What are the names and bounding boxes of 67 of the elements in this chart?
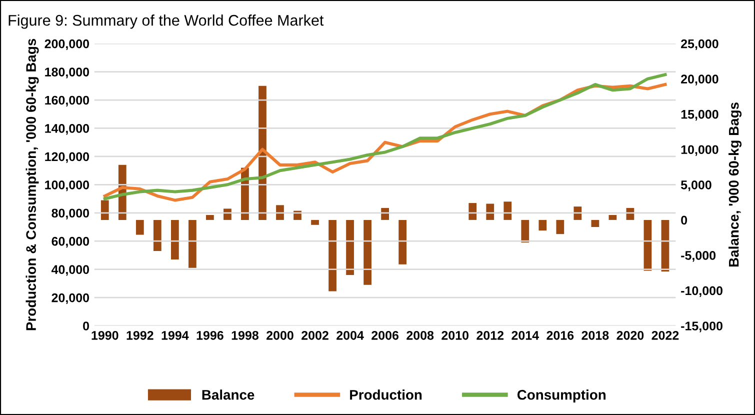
bar — [521, 220, 530, 243]
bar — [398, 220, 406, 264]
y-tick-label: 120,000 — [45, 152, 90, 163]
legend-label: Balance — [202, 390, 254, 400]
y-tick-label: 0 — [83, 322, 89, 330]
y2-tick-label: 5,000 — [680, 180, 712, 192]
y2-tick-label: -15,000 — [681, 322, 722, 332]
x-tick-label: 1998 — [232, 330, 258, 340]
x-tick-label: 1996 — [196, 330, 224, 340]
y-tick-label: 20,000 — [52, 293, 90, 304]
y2-tick-label: -5,000 — [681, 251, 716, 262]
y-tick-label: 100,000 — [45, 180, 90, 192]
y-axis-title: Production & Consumption, '000 60-kg Bags — [26, 38, 39, 330]
bar — [136, 220, 144, 235]
bar — [311, 220, 319, 225]
x-tick-label: 2000 — [266, 330, 294, 340]
y2-tick-label: 0 — [681, 216, 688, 225]
legend-label: Consumption — [517, 390, 606, 402]
x-tick-label: 2014 — [512, 330, 539, 340]
x-tick-label: 2010 — [442, 330, 468, 340]
bar — [556, 220, 564, 234]
x-tick-label: 1990 — [92, 330, 118, 340]
y2-axis-title: Balance, '000 60-kg Bags — [728, 102, 742, 266]
bar — [206, 215, 214, 220]
y2-tick-label: -10,000 — [681, 286, 722, 297]
x-tick-label: 2018 — [582, 330, 609, 340]
bar — [591, 220, 600, 228]
y-tick-label: 180,000 — [45, 68, 90, 78]
bar — [224, 208, 232, 220]
bar — [100, 200, 109, 220]
bar — [468, 203, 477, 220]
bar — [258, 86, 266, 220]
x-tick-label: 2008 — [406, 330, 434, 340]
x-tick-label: 1994 — [162, 330, 189, 340]
y-tick-label: 40,000 — [51, 265, 90, 276]
bar — [538, 220, 547, 231]
bar — [661, 220, 670, 272]
bar — [346, 220, 354, 275]
y2-tick-label: 20,000 — [681, 74, 718, 86]
bar — [276, 205, 284, 220]
bar — [328, 220, 336, 292]
bar — [153, 220, 162, 251]
bar — [188, 220, 196, 268]
x-tick-label: 2002 — [302, 330, 328, 340]
x-tick-label: 2020 — [616, 330, 644, 340]
bar — [608, 215, 617, 220]
x-tick-label: 2004 — [336, 330, 364, 340]
bar — [574, 206, 582, 220]
chart-title: Figure 9: Summary of the World Coffee Market — [8, 14, 324, 29]
x-tick-label: 2022 — [652, 330, 679, 340]
bar — [486, 204, 494, 220]
x-tick-label: 1992 — [126, 330, 154, 340]
y2-tick-label: 10,000 — [681, 145, 718, 156]
y-tick-label: 200,000 — [44, 39, 90, 50]
y2-tick-label: 25,000 — [681, 39, 718, 50]
bar — [364, 220, 372, 285]
y-tick-label: 60,000 — [52, 236, 90, 248]
x-tick-label: 2016 — [546, 330, 574, 340]
y-tick-label: 160,000 — [45, 96, 90, 106]
legend-label: Production — [350, 390, 422, 400]
bar — [504, 202, 512, 220]
x-tick-label: 2006 — [372, 330, 399, 340]
bar — [170, 220, 179, 260]
x-tick-label: 2012 — [476, 330, 504, 340]
y2-tick-label: 15,000 — [681, 110, 718, 121]
y-tick-label: 80,000 — [52, 208, 90, 220]
y-tick-label: 140,000 — [45, 124, 90, 135]
